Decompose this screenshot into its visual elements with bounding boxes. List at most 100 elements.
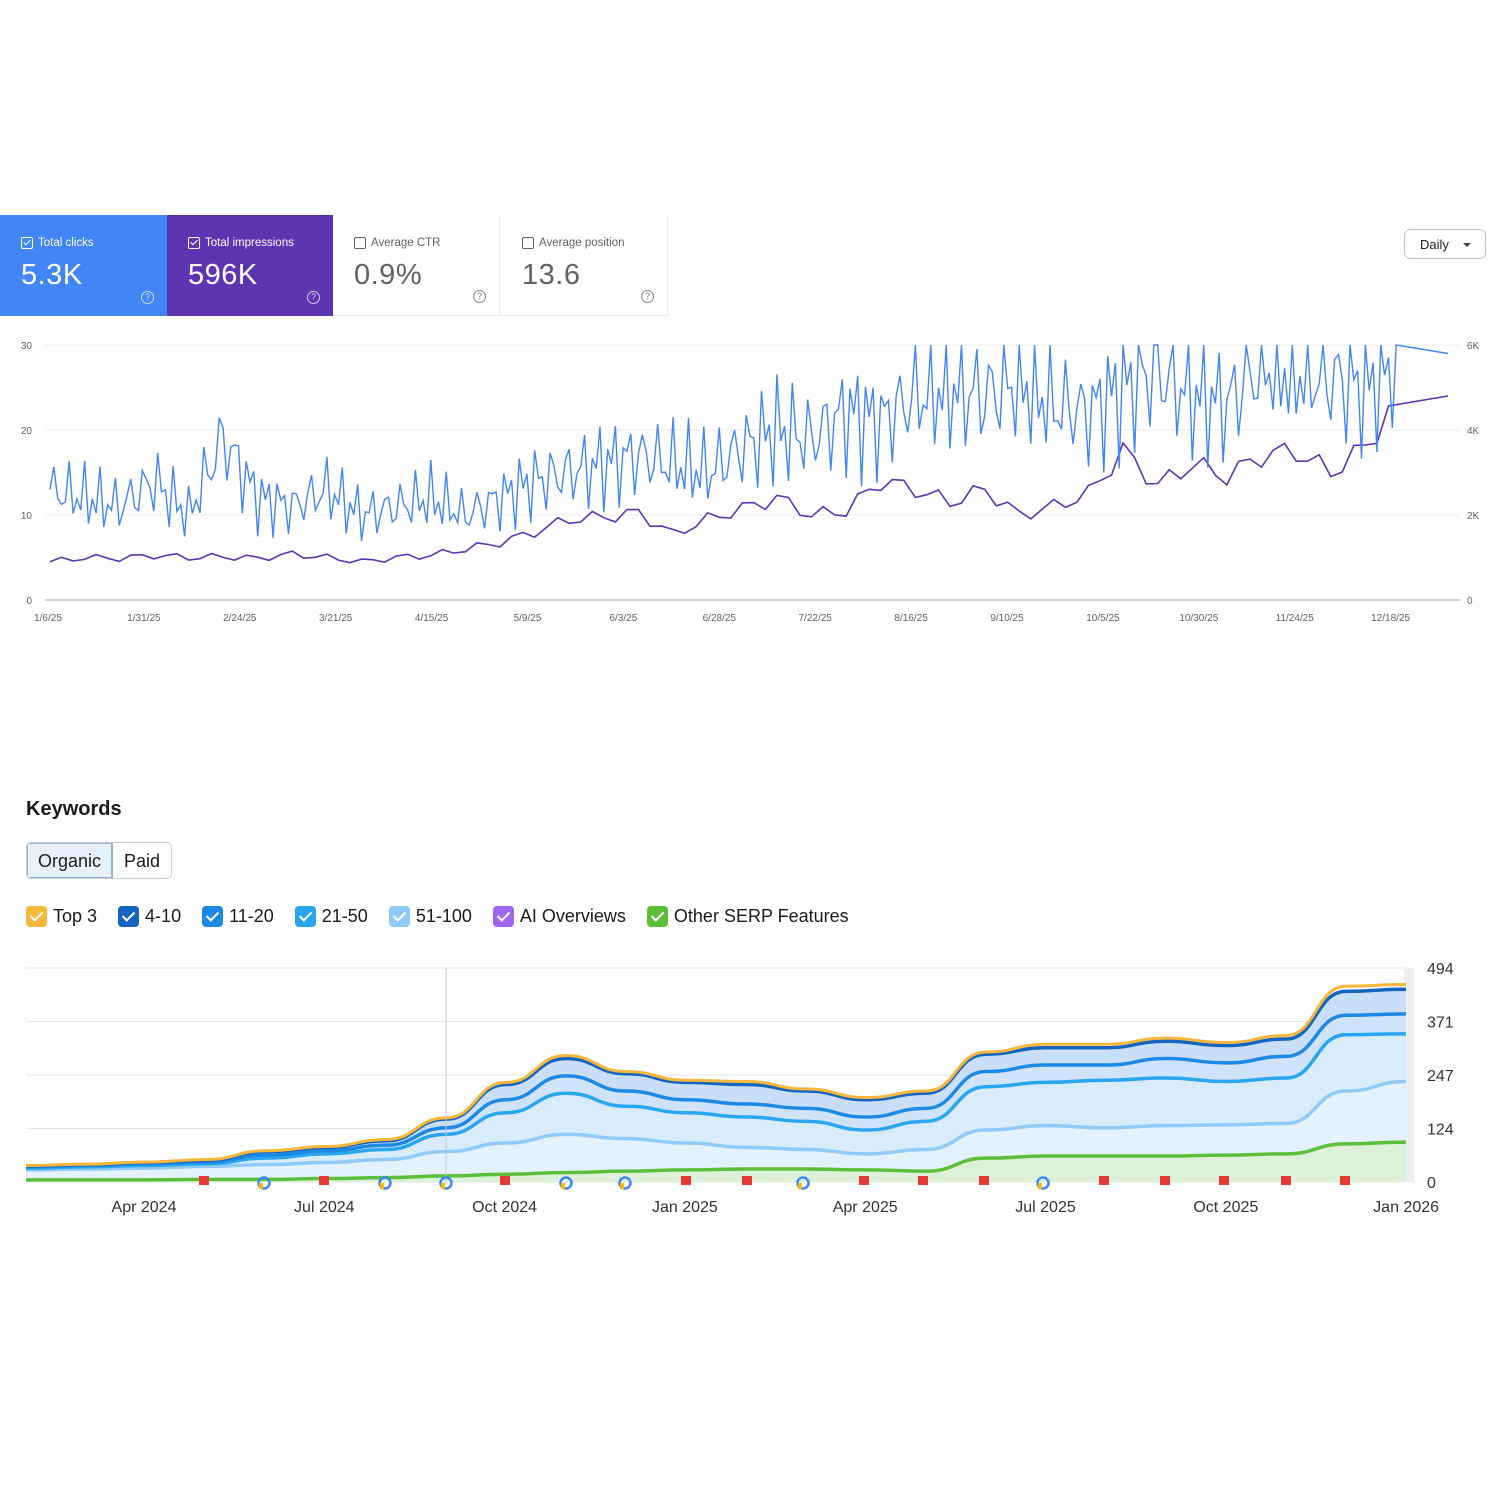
- help-icon[interactable]: ?: [141, 291, 154, 304]
- event-flag-icon: [742, 1176, 752, 1185]
- event-flag-icon: [1099, 1176, 1109, 1185]
- y-tick-label: 124: [1427, 1122, 1454, 1139]
- x-tick-label: Jul 2025: [1015, 1199, 1076, 1216]
- legend-item-51-100[interactable]: 51-100: [388, 906, 472, 927]
- event-flag-icon: [1340, 1176, 1350, 1185]
- metric-value: 596K: [188, 259, 258, 291]
- clicks-impressions-chart: 010203002K4K6KClicksImpressions1/6/251/3…: [21, 341, 1480, 624]
- google-update-icon: [618, 1176, 632, 1190]
- google-update-icon: [259, 1183, 263, 1189]
- event-flag-icon: [979, 1176, 989, 1185]
- y-tick-label: 247: [1427, 1068, 1454, 1085]
- performance-panel: Total clicks 5.3K ? Total impressions 59…: [0, 215, 1500, 667]
- event-flag-icon: [500, 1176, 510, 1185]
- event-flag-icon: [1160, 1176, 1170, 1185]
- checkbox-checked-icon[interactable]: [118, 906, 140, 927]
- x-tick-label: 10/30/25: [1179, 613, 1218, 624]
- average-position-card[interactable]: Average position 13.6 ?: [501, 215, 668, 316]
- series-line-other-serp-features: [26, 1140, 1407, 1182]
- metric-label: Total impressions: [205, 237, 294, 249]
- keywords-legend: Top 3 4-10 11-20 21-50 51-100 AI Overvie…: [26, 906, 870, 927]
- y-right-tick-label: 6K: [1467, 341, 1480, 352]
- metric-label: Average CTR: [371, 237, 441, 249]
- metric-value: 0.9%: [354, 259, 423, 291]
- series-line-top-3: [25, 982, 1407, 1168]
- checkbox-checked-icon[interactable]: [294, 906, 316, 927]
- x-tick-label: Jan 2025: [652, 1199, 718, 1216]
- keywords-trend-chart: 0 124 247 371 494 Apr 2024 Jul 2024 Oct 2024 Jan…: [25, 961, 1454, 1216]
- event-flag-icon: [1281, 1176, 1291, 1185]
- google-update-icon: [620, 1183, 624, 1189]
- legend-label: Top 3: [53, 906, 98, 926]
- event-flag-icon: [319, 1176, 329, 1185]
- google-update-icon: [439, 1176, 453, 1190]
- checkbox-checked-icon[interactable]: [21, 237, 33, 249]
- x-tick-label: Jan 2026: [1373, 1199, 1439, 1216]
- event-flag-icon: [199, 1176, 209, 1185]
- event-flag-icon: [859, 1176, 869, 1185]
- x-tick-label: 3/21/25: [319, 613, 353, 624]
- granularity-dropdown[interactable]: Daily: [1404, 229, 1486, 259]
- event-flag-icon: [918, 1176, 928, 1185]
- help-icon[interactable]: ?: [641, 290, 654, 303]
- x-tick-label: Apr 2024: [112, 1199, 177, 1216]
- clicks-line: [49, 344, 1449, 541]
- series-line-51-100: [25, 1079, 1407, 1172]
- legend-item-top-3[interactable]: Top 3: [26, 906, 97, 927]
- checkbox-checked-icon[interactable]: [646, 906, 668, 927]
- checkbox-checked-icon[interactable]: [26, 906, 47, 927]
- event-flag-icon: [681, 1176, 691, 1185]
- tab-paid[interactable]: Paid: [124, 851, 161, 871]
- google-update-icon: [561, 1183, 565, 1189]
- checkbox-unchecked-icon[interactable]: [354, 237, 366, 249]
- total-clicks-card[interactable]: Total clicks 5.3K ?: [0, 215, 167, 316]
- metric-label: Average position: [539, 237, 625, 249]
- checkbox-checked-icon[interactable]: [202, 906, 224, 927]
- checkbox-checked-icon[interactable]: [188, 237, 200, 249]
- google-update-icon: [380, 1183, 384, 1189]
- total-impressions-card[interactable]: Total impressions 596K ?: [167, 215, 333, 316]
- legend-item-other-serp-features[interactable]: Other SERP Features: [646, 906, 849, 927]
- keywords-title: Keywords: [26, 798, 122, 820]
- tab-organic[interactable]: Organic: [27, 843, 114, 878]
- x-tick-label: 5/9/25: [514, 613, 542, 624]
- x-tick-label: 1/31/25: [127, 613, 161, 624]
- legend-label: AI Overviews: [519, 906, 626, 926]
- checkbox-unchecked-icon[interactable]: [522, 237, 534, 249]
- x-tick-label: 6/3/25: [609, 613, 637, 624]
- x-tick-label: 12/18/25: [1371, 613, 1410, 624]
- x-tick-label: 11/24/25: [1276, 613, 1315, 624]
- y-tick-label: 371: [1427, 1015, 1454, 1032]
- y-left-tick-label: 30: [21, 341, 33, 352]
- caret-down-icon: [1463, 243, 1471, 247]
- metric-value: 5.3K: [21, 259, 83, 291]
- event-flag-icon: [1219, 1176, 1229, 1185]
- y-left-tick-label: 10: [21, 511, 33, 522]
- x-tick-label: 7/22/25: [799, 613, 833, 624]
- google-update-icon: [257, 1176, 271, 1190]
- y-right-tick-label: 0: [1467, 596, 1473, 607]
- help-icon[interactable]: ?: [307, 291, 320, 304]
- legend-item-4-10[interactable]: 4-10: [118, 906, 181, 927]
- legend-label: 51-100: [415, 906, 472, 926]
- y-tick-label: 494: [1427, 961, 1454, 978]
- x-tick-label: 6/28/25: [703, 613, 737, 624]
- help-icon[interactable]: ?: [473, 290, 486, 303]
- legend-item-ai-overviews[interactable]: AI Overviews: [492, 906, 626, 927]
- legend-item-11-20[interactable]: 11-20: [202, 906, 274, 927]
- x-tick-label: Oct 2024: [472, 1199, 537, 1216]
- google-update-icon: [796, 1176, 810, 1190]
- legend-item-21-50[interactable]: 21-50: [294, 906, 368, 927]
- y-right-tick-label: 4K: [1467, 426, 1480, 437]
- x-tick-label: 1/6/25: [34, 613, 62, 624]
- checkbox-checked-icon[interactable]: [492, 906, 514, 927]
- x-tick-label: 10/5/25: [1086, 613, 1120, 624]
- checkbox-checked-icon[interactable]: [388, 906, 410, 927]
- x-tick-label: 2/24/25: [223, 613, 257, 624]
- average-ctr-card[interactable]: Average CTR 0.9% ?: [333, 215, 500, 316]
- metric-value: 13.6: [522, 259, 581, 291]
- x-tick-label: 8/16/25: [894, 613, 928, 624]
- google-update-icon: [1036, 1176, 1050, 1190]
- y-tick-label: 0: [1427, 1175, 1436, 1192]
- series-line-21-50: [25, 1032, 1407, 1170]
